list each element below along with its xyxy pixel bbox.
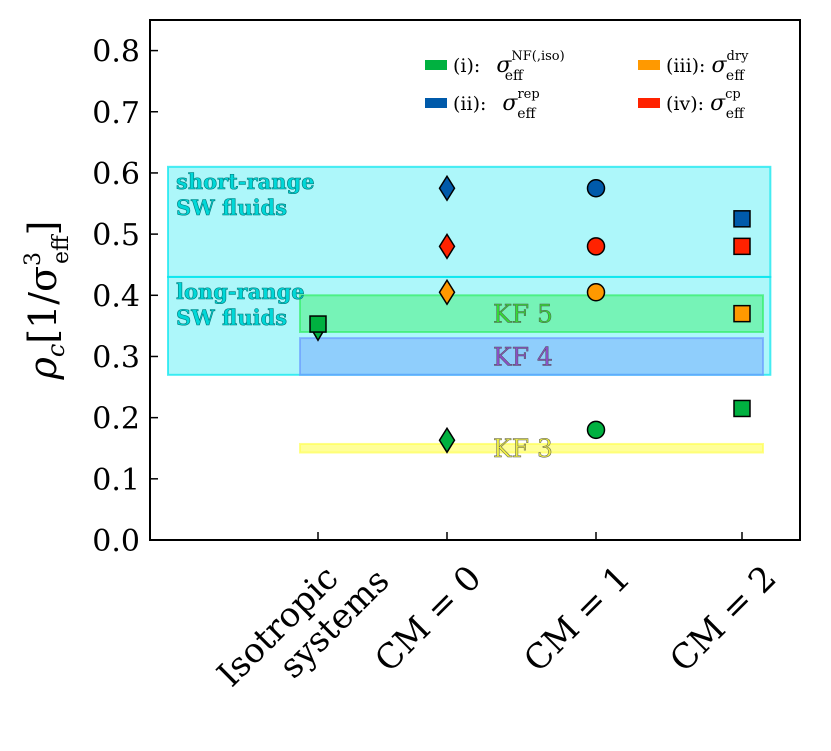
y-tick-label: 0.3	[92, 340, 140, 375]
x-tick-label: CM = 1	[516, 558, 638, 680]
legend-swatch-4	[638, 98, 660, 108]
point-4-circle	[586, 237, 606, 256]
point-1-diamond	[438, 426, 456, 454]
legend-label-3: (iii): σdry eff	[666, 49, 749, 84]
band-label-long-range-sw-fluids: long-range SW fluids	[176, 279, 305, 330]
band-label-kf-4: KF 4	[493, 342, 553, 371]
y-tick-label: 0.5	[92, 218, 140, 253]
y-tick-label: 0.4	[92, 279, 140, 314]
y-axis-label: ρc[1/σ3 eff]	[21, 220, 74, 380]
x-tick-label: Isotropicsystems	[210, 534, 398, 722]
point-1-square	[733, 399, 751, 418]
point-3-circle	[586, 282, 606, 302]
legend-label-2: (ii): σrep eff	[453, 87, 540, 122]
legend-swatch-1	[425, 60, 447, 70]
band-kf-4	[299, 337, 764, 376]
point-4-diamond	[438, 232, 456, 260]
legend-swatch-3	[638, 60, 660, 70]
y-tick-label: 0.1	[92, 463, 140, 498]
y-tick-label: 0.2	[92, 402, 140, 437]
band-long-range-sw-fluids	[167, 275, 772, 376]
band-label-kf-5: KF 5	[493, 300, 553, 329]
y-tick-label: 0.7	[92, 96, 140, 131]
point-2-circle	[586, 178, 606, 198]
legend-label-4: (iv): σcp eff	[666, 87, 745, 122]
point-3-diamond	[438, 278, 456, 306]
x-tick-label: CM = 2	[662, 558, 784, 680]
point-3-square	[733, 304, 751, 323]
y-tick-label: 0.6	[92, 157, 140, 192]
point-4-square	[733, 237, 751, 256]
point-1-square	[309, 315, 327, 333]
x-tick-label: CM = 0	[367, 558, 489, 680]
band-kf-5	[299, 294, 764, 334]
point-1-circle	[586, 420, 606, 440]
band-short-range-sw-fluids	[167, 165, 772, 278]
plot-frame	[149, 19, 801, 541]
legend-label-1: (i): σNF(,iso) eff	[453, 49, 565, 84]
legend-swatch-2	[425, 98, 447, 108]
band-label-short-range-sw-fluids: short-range SW fluids	[176, 169, 315, 220]
point-2-diamond	[438, 174, 456, 202]
band-label-kf-3: KF 3	[493, 434, 553, 463]
y-tick-label: 0.0	[92, 524, 140, 559]
y-tick-label: 0.8	[92, 35, 140, 70]
band-kf-3	[299, 442, 764, 454]
point-2-square	[733, 210, 751, 228]
